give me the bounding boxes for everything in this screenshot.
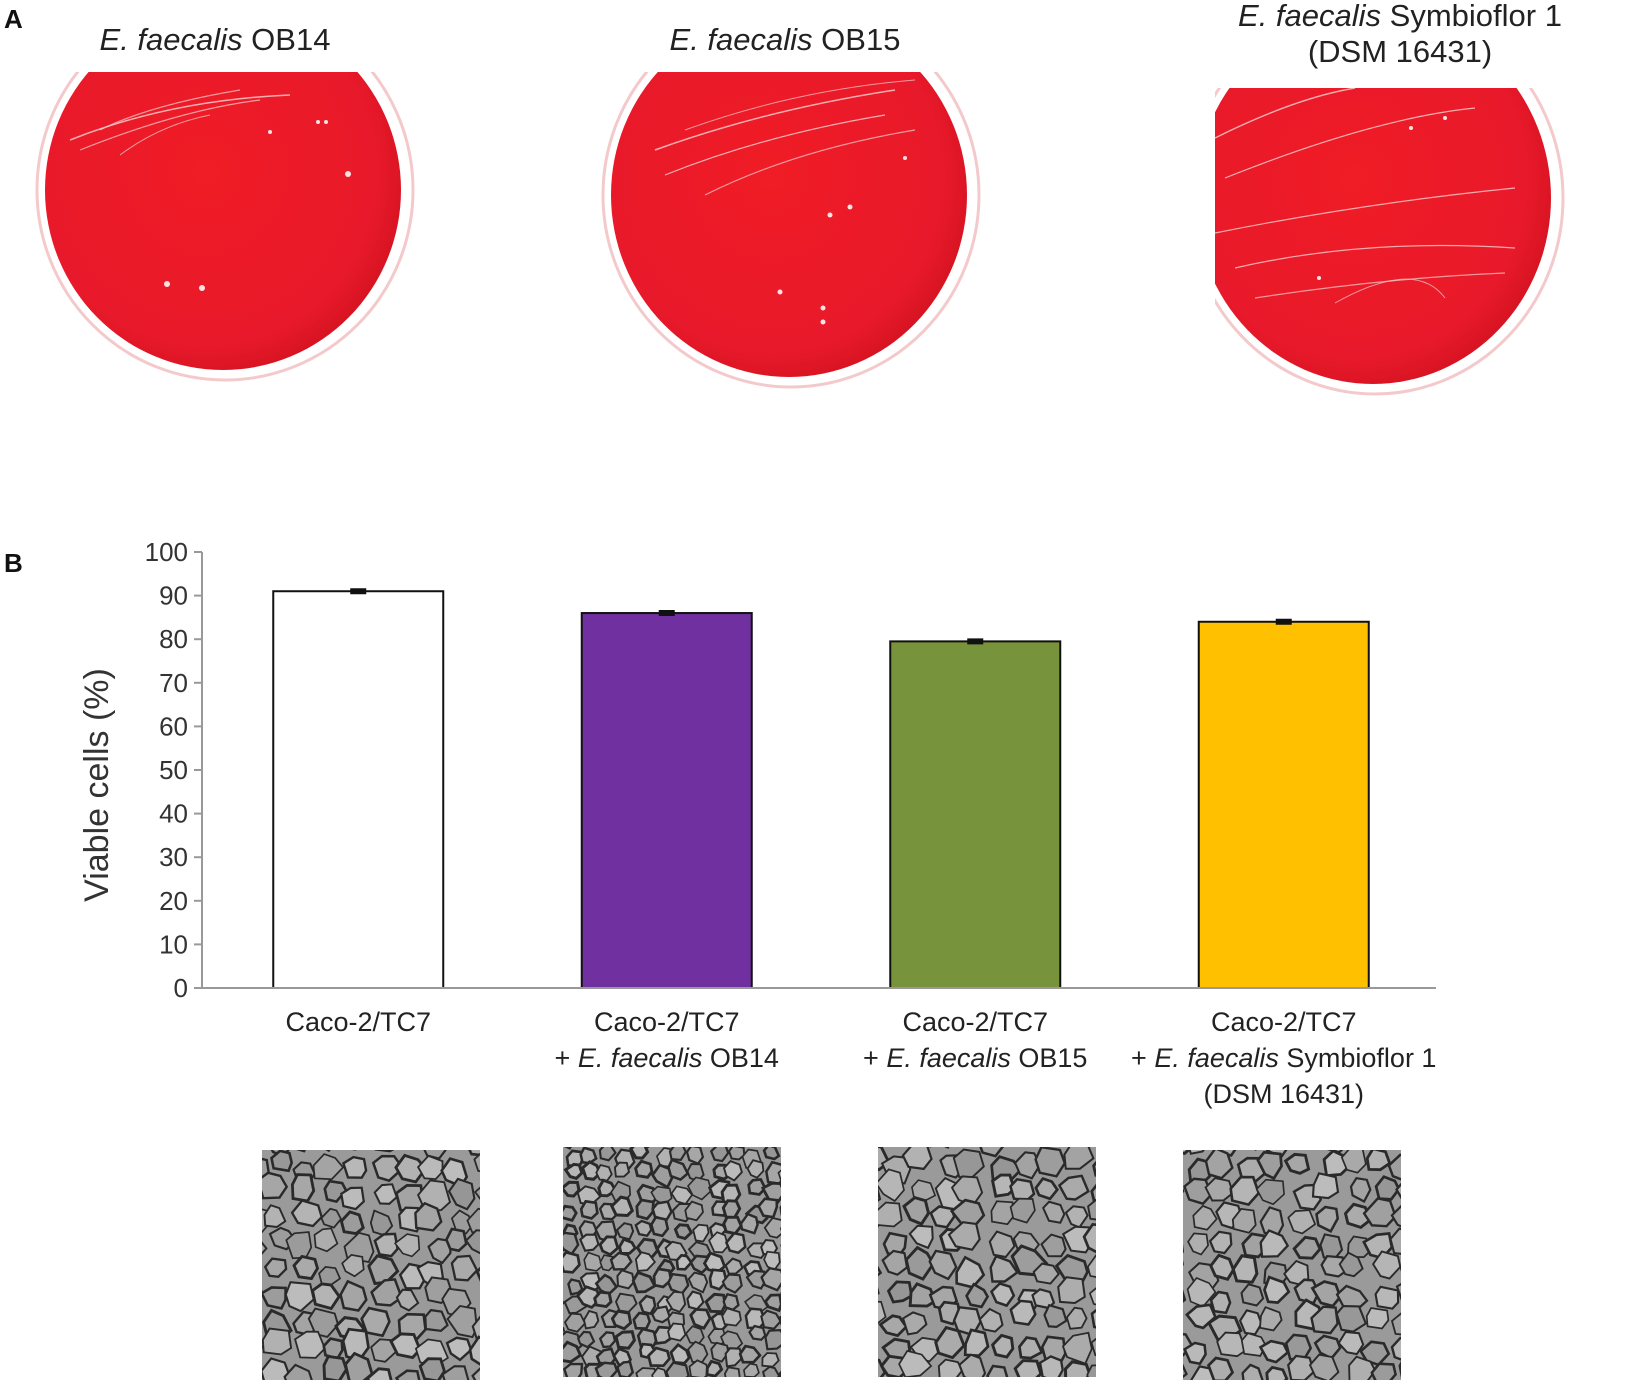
y-tick-label: 40 xyxy=(159,799,188,829)
plate-strain-code: (DSM 16431) xyxy=(1307,34,1493,69)
error-bar xyxy=(1275,618,1292,625)
plate-species: E. faecalis xyxy=(1238,0,1382,33)
plate-species: E. faecalis xyxy=(99,22,243,57)
x-tick-label: Caco-2/TC7 xyxy=(148,1004,568,1040)
bar xyxy=(580,612,753,989)
error-bar xyxy=(350,588,367,595)
bar-chart: Viable cells (%) 0 10 20 30 40 50 60 70 80 90 100 xyxy=(78,537,1436,1000)
y-tick-label: 90 xyxy=(159,581,188,611)
plate-title-ob15: E. faecalis OB15 xyxy=(630,22,940,58)
plate-title-symbioflor: E. faecalis Symbioflor 1 (DSM 16431) xyxy=(1190,0,1610,70)
agar-plate-ob14 xyxy=(35,72,415,382)
bar xyxy=(1197,620,1370,989)
y-axis: 0 10 20 30 40 50 60 70 80 90 100 xyxy=(145,537,203,1000)
x-tick-label-line: + E. faecalis Symbioflor 1 xyxy=(1131,1043,1437,1073)
y-tick-label: 60 xyxy=(159,711,188,741)
x-tick-label-line: Caco-2/TC7 xyxy=(593,1007,740,1037)
micrograph-ob15 xyxy=(878,1147,1096,1377)
micrograph-ob14 xyxy=(563,1147,781,1377)
bars xyxy=(272,588,1370,990)
y-tick-label: 0 xyxy=(174,973,188,1000)
x-tick-label-line: + E. faecalis OB14 xyxy=(554,1043,779,1073)
error-bar xyxy=(658,610,675,617)
y-tick-label: 20 xyxy=(159,886,188,916)
y-tick-label: 30 xyxy=(159,842,188,872)
plate-species: E. faecalis xyxy=(669,22,813,57)
agar-plate-ob15 xyxy=(601,72,981,389)
x-tick-label: Caco-2/TC7 + E. faecalis OB15 xyxy=(765,1004,1185,1076)
y-axis-title: Viable cells (%) xyxy=(78,668,116,902)
micrograph-control xyxy=(262,1150,480,1380)
x-tick-label-line: + E. faecalis OB15 xyxy=(863,1043,1088,1073)
y-tick-label: 50 xyxy=(159,755,188,785)
micrograph-symbioflor xyxy=(1183,1150,1401,1380)
x-tick-label: Caco-2/TC7 + E. faecalis OB14 xyxy=(457,1004,877,1076)
error-bar xyxy=(967,638,984,645)
bar xyxy=(272,590,445,990)
plate-strain: Symbioflor 1 xyxy=(1389,0,1562,33)
bar xyxy=(889,640,1062,989)
x-tick-label-line: Caco-2/TC7 xyxy=(285,1007,432,1037)
y-tick-label: 70 xyxy=(159,668,188,698)
agar-plate-symbioflor xyxy=(1215,88,1565,396)
x-tick-label: Caco-2/TC7 + E. faecalis Symbioflor 1 (DSM… xyxy=(1074,1004,1494,1112)
panel-b-label: B xyxy=(4,548,23,578)
x-tick-label-line: Caco-2/TC7 xyxy=(1210,1007,1357,1037)
y-tick-label: 80 xyxy=(159,624,188,654)
plate-title-ob14: E. faecalis OB14 xyxy=(60,22,370,58)
y-tick-label: 10 xyxy=(159,929,188,959)
panel-a-label: A xyxy=(4,4,23,34)
y-tick-label: 100 xyxy=(145,537,188,567)
plate-strain: OB15 xyxy=(821,22,901,57)
plate-strain: OB14 xyxy=(251,22,331,57)
x-tick-label-line: (DSM 16431) xyxy=(1203,1079,1365,1109)
x-tick-label-line: Caco-2/TC7 xyxy=(902,1007,1049,1037)
